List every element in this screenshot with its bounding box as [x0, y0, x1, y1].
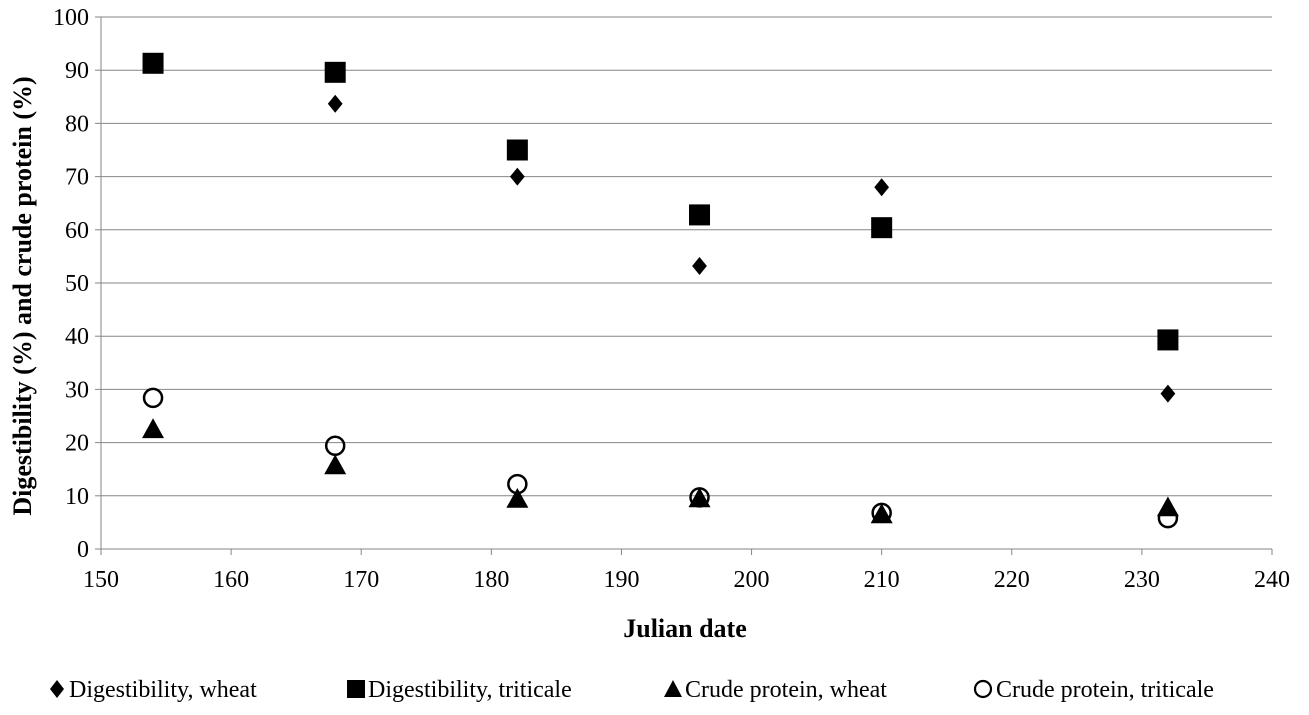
- data-point-diamond: [692, 256, 707, 275]
- x-tick-label: 160: [213, 567, 249, 593]
- data-point-diamond: [874, 178, 890, 197]
- legend-label: Crude protein, wheat: [685, 677, 887, 703]
- x-tick-label: 180: [473, 567, 509, 593]
- x-tick-label: 230: [1124, 567, 1160, 593]
- data-point-square: [324, 61, 346, 83]
- x-tick-label: 150: [83, 567, 119, 593]
- axes: [95, 16, 1273, 555]
- data-point-square: [871, 217, 893, 239]
- legend-label: Digestibility, triticale: [368, 677, 572, 703]
- x-tick-label: 200: [734, 567, 770, 593]
- legend-label: Crude protein, triticale: [996, 677, 1214, 703]
- y-tick-label: 90: [65, 58, 89, 84]
- y-tick-label: 60: [65, 218, 89, 244]
- y-tick-label: 30: [65, 377, 89, 403]
- y-tick-label: 10: [65, 484, 89, 510]
- series-diamond: [145, 55, 1176, 403]
- y-tick-label: 40: [65, 324, 89, 350]
- data-point-triangle: [324, 454, 347, 475]
- legend: Digestibility, wheat Digestibility, triti…: [50, 677, 1214, 703]
- data-point-circle-open: [324, 435, 346, 457]
- legend-square-icon: [347, 680, 365, 698]
- legend-item: Crude protein, triticale: [973, 677, 1214, 703]
- x-axis-title: Julian date: [623, 614, 747, 643]
- y-tick-label: 70: [65, 165, 89, 191]
- data-point-triangle: [142, 418, 165, 439]
- x-tick-label: 170: [343, 567, 379, 593]
- series-square: [142, 52, 1179, 351]
- legend-item: Digestibility, wheat: [50, 677, 257, 703]
- legend-label: Digestibility, wheat: [69, 677, 257, 703]
- series-triangle: [142, 418, 1179, 524]
- data-points: [142, 52, 1179, 529]
- x-tick-label: 240: [1254, 567, 1290, 593]
- data-point-triangle: [506, 487, 529, 508]
- y-tick-label: 20: [65, 431, 89, 457]
- legend-item: Crude protein, wheat: [664, 677, 887, 703]
- gridlines: [101, 16, 1272, 497]
- data-point-diamond: [1160, 384, 1176, 403]
- data-point-diamond: [327, 94, 343, 113]
- data-point-triangle: [870, 503, 893, 524]
- y-tick-label: 80: [65, 111, 89, 137]
- y-tick-label: 100: [53, 5, 89, 31]
- data-point-triangle: [688, 487, 711, 508]
- y-axis-title: Digestibility (%) and crude protein (%): [8, 76, 37, 515]
- data-point-circle-open: [142, 387, 164, 409]
- x-tick-label: 190: [603, 567, 639, 593]
- y-tick-label: 0: [77, 537, 89, 563]
- series-circle-open: [142, 387, 1179, 529]
- data-point-circle-open: [689, 487, 710, 508]
- legend-diamond-icon: [50, 680, 64, 698]
- data-point-square: [689, 204, 711, 226]
- data-point-diamond: [509, 167, 525, 186]
- data-point-circle-open: [1157, 507, 1179, 529]
- legend-triangle-icon: [664, 680, 682, 697]
- data-point-square: [142, 52, 164, 74]
- legend-circle-icon: [973, 679, 993, 699]
- data-point-square: [1157, 329, 1179, 351]
- x-tick-label: 210: [864, 567, 900, 593]
- y-tick-label: 50: [65, 271, 89, 297]
- data-point-square: [506, 139, 528, 161]
- data-point-circle-open: [871, 502, 892, 524]
- tick-labels: 0 10 20 30 40 50 60 70 80 90 100 150 160 170 180 190 200…: [53, 5, 1290, 593]
- legend-item: Digestibility, triticale: [347, 677, 572, 703]
- x-tick-label: 220: [994, 567, 1030, 593]
- data-point-circle-open: [507, 473, 528, 495]
